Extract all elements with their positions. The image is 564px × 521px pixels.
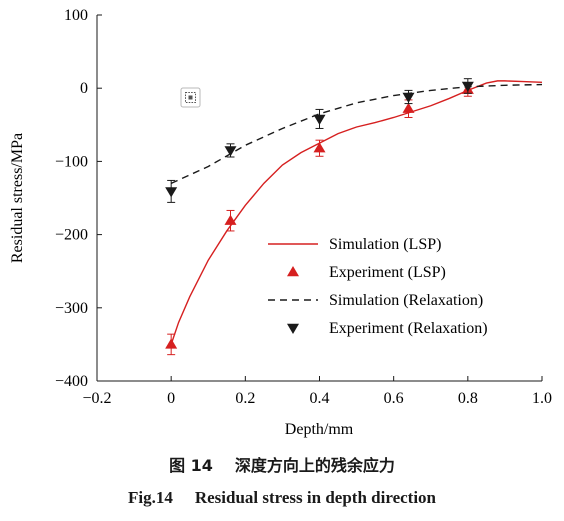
legend-label-experiment-lsp: Experiment (LSP) [329, 264, 446, 281]
caption-chinese-text: 深度方向上的残余应力 [234, 456, 395, 475]
data-point-experiment-lsp [402, 102, 415, 113]
y-tick-label: −400 [55, 373, 88, 390]
data-point-experiment-lsp [313, 142, 326, 153]
x-tick-label: 0.4 [310, 390, 330, 407]
data-point-experiment-lsp [165, 338, 178, 349]
caption-english: Fig.14 Residual stress in depth direction [0, 488, 564, 508]
legend-swatch-experiment-lsp [287, 266, 299, 277]
data-point-experiment-relaxation [165, 187, 178, 198]
axes: −0.2 0 0.2 0.4 0.6 0.8 1.0 −400 −300 −200 −100 0 100 [55, 7, 552, 407]
plot-lines [170, 80, 543, 345]
data-point-experiment-relaxation [313, 114, 326, 125]
legend-label-experiment-relaxation: Experiment (Relaxation) [329, 320, 488, 337]
data-point-experiment-lsp [224, 214, 237, 225]
caption-english-label: Fig.14 [127, 488, 173, 507]
x-tick-label: 0.2 [235, 390, 255, 407]
legend-label-simulation-lsp: Simulation (LSP) [329, 236, 441, 253]
y-tick-label: 100 [64, 7, 88, 24]
x-tick-label: 0 [167, 390, 175, 407]
plot-markers [165, 78, 474, 356]
data-point-experiment-relaxation [224, 146, 237, 157]
y-axis-label: Residual stress/MPa [9, 133, 26, 263]
series-line-simulation-lsp [170, 80, 543, 345]
data-point-experiment-relaxation [402, 92, 415, 103]
x-tick-label: 1.0 [532, 390, 552, 407]
legend: Simulation (LSP) Experiment (LSP) Simulati… [268, 236, 488, 337]
x-axis-label: Depth/mm [285, 421, 354, 438]
caption-chinese: 图 14 深度方向上的残余应力 [0, 452, 564, 476]
data-point-experiment-relaxation [461, 81, 474, 93]
residual-stress-chart: −0.2 0 0.2 0.4 0.6 0.8 1.0 −400 −300 −200 −100 0 100… [9, 7, 552, 438]
legend-swatch-experiment-relaxation [287, 323, 299, 334]
y-tick-label: 0 [80, 80, 88, 97]
y-tick-label: −100 [55, 153, 88, 170]
y-tick-label: −200 [55, 227, 88, 244]
caption-chinese-label: 图 14 [169, 456, 213, 475]
legend-label-simulation-relaxation: Simulation (Relaxation) [329, 292, 483, 309]
x-tick-label: −0.2 [82, 390, 111, 407]
y-tick-label: −300 [55, 300, 88, 317]
x-tick-label: 0.8 [458, 390, 478, 407]
x-tick-label: 0.6 [384, 390, 404, 407]
caption-english-text: Residual stress in depth direction [194, 488, 437, 507]
series-line-simulation-relaxation [170, 83, 543, 184]
select-area-icon[interactable] [180, 87, 201, 108]
